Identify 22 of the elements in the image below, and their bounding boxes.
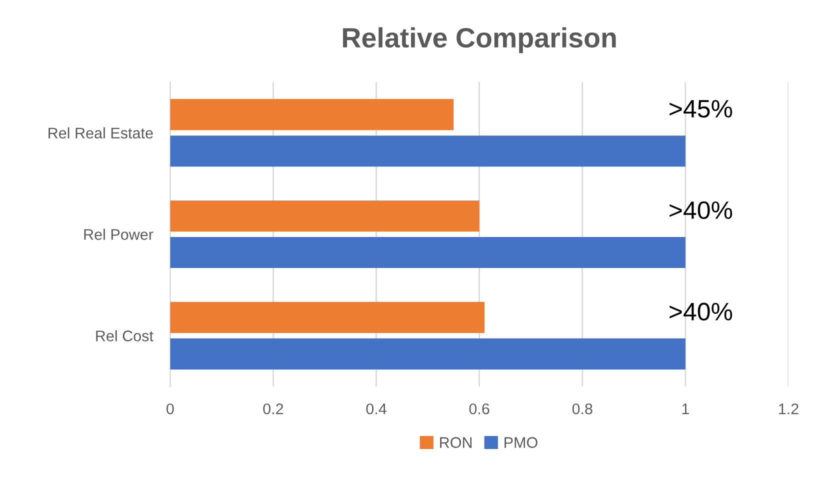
legend-label: RON — [440, 437, 472, 448]
x-tick-label: 0.4 — [366, 403, 386, 414]
y-tick-label: Rel Real Estate — [48, 127, 153, 139]
y-tick-label: Rel Power — [84, 228, 154, 240]
chart-title: Relative Comparison — [343, 27, 616, 54]
x-tick-label: 0 — [166, 403, 174, 414]
bar — [170, 200, 480, 232]
annotation: >40% — [670, 302, 732, 320]
bar — [170, 99, 454, 130]
x-tick-label: 0.6 — [469, 403, 490, 414]
x-tick-label: 1.2 — [779, 403, 798, 414]
x-tick-label: 0.8 — [572, 403, 592, 414]
bar — [170, 338, 686, 370]
x-tick-label: 1 — [682, 404, 689, 414]
bar — [170, 302, 484, 333]
x-tick-label: 0.2 — [263, 403, 284, 414]
y-tick-label: Rel Cost — [96, 330, 154, 342]
bar — [170, 136, 686, 167]
annotation: >45% — [670, 100, 732, 118]
bar — [170, 236, 686, 268]
legend-label: PMO — [504, 437, 538, 448]
annotation: >40% — [670, 201, 732, 220]
